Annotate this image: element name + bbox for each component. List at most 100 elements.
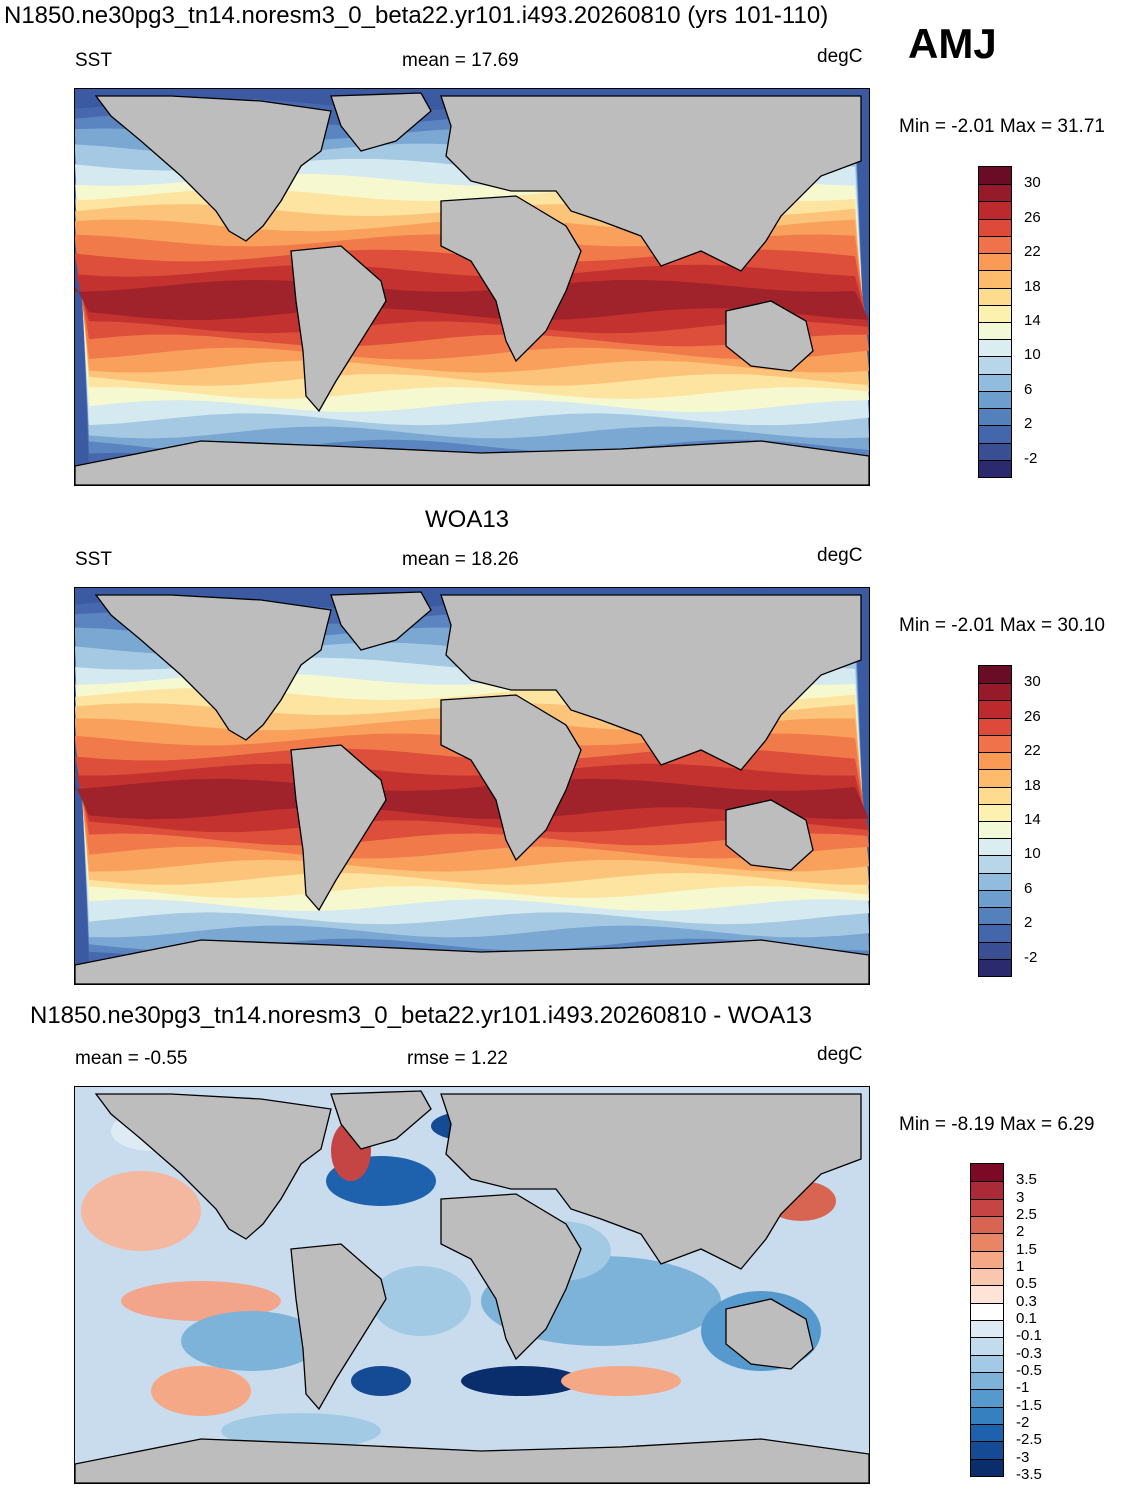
- difference-field: [151, 1366, 251, 1416]
- colorbar-segment: [979, 235, 1011, 254]
- colorbar-segment: [979, 408, 1011, 426]
- colorbar-segment: [979, 752, 1011, 770]
- colorbar-tick-label: 14: [1024, 811, 1041, 828]
- difference-field: [121, 1281, 281, 1321]
- colorbar-segment: [971, 1198, 1003, 1216]
- sst-band: [75, 279, 869, 321]
- colorbar-segment: [971, 1372, 1003, 1390]
- panel2-mean: mean = 18.26: [402, 549, 519, 570]
- colorbar-segment: [971, 1458, 1003, 1476]
- panel3-minmax: Min = -8.19 Max = 6.29: [899, 1114, 1095, 1135]
- colorbar-segment: [979, 855, 1011, 873]
- colorbar-segment: [979, 425, 1011, 443]
- colorbar-tick-label: 18: [1024, 776, 1041, 794]
- colorbar-tick-label: 10: [1024, 845, 1041, 863]
- colorbar-segment: [979, 666, 1011, 684]
- land-mass: [290, 744, 387, 912]
- land-mass: [440, 1093, 862, 1270]
- colorbar-tick-label: 26: [1024, 208, 1041, 226]
- land-mass: [725, 799, 814, 871]
- colorbar-segment: [971, 1320, 1003, 1338]
- colorbar-segment: [971, 1337, 1003, 1355]
- panel1-minmax: Min = -2.01 Max = 31.71: [899, 116, 1105, 137]
- colorbar-segment: [979, 167, 1011, 185]
- panel3-mean: mean = -0.55: [75, 1048, 188, 1069]
- difference-field: [351, 1366, 411, 1396]
- land-mass: [290, 245, 387, 413]
- land-mass: [290, 1243, 387, 1411]
- colorbar-tick-label: 1.5: [1016, 1240, 1037, 1258]
- colorbar-tick-label: 0.5: [1016, 1275, 1037, 1293]
- colorbar-tick-label: 3.5: [1016, 1171, 1037, 1189]
- panel1-units: degC: [817, 46, 863, 67]
- colorbar-tick-label: 10: [1024, 346, 1041, 364]
- colorbar-tick-label: -2: [1024, 449, 1038, 467]
- difference-field: [371, 1266, 471, 1336]
- colorbar-segment: [971, 1424, 1003, 1442]
- colorbar-segment: [979, 304, 1011, 322]
- colorbar-segment: [979, 958, 1011, 976]
- land-mass: [440, 594, 862, 771]
- colorbar-tick-label: -3: [1016, 1448, 1030, 1466]
- season-label: AMJ: [908, 20, 997, 67]
- colorbar-tick-label: 26: [1024, 707, 1041, 725]
- colorbar-segment: [971, 1164, 1003, 1182]
- difference-field: [561, 1366, 681, 1396]
- panel1-mean: mean = 17.69: [402, 50, 519, 71]
- panel3-map: [74, 1086, 870, 1484]
- colorbar-segment: [979, 218, 1011, 236]
- colorbar-tick-label: 6: [1024, 879, 1033, 897]
- colorbar-segment: [971, 1354, 1003, 1372]
- colorbar-segment: [971, 1216, 1003, 1234]
- colorbar-tick-label: -0.1: [1016, 1327, 1042, 1345]
- colorbar-tick-label: 18: [1024, 277, 1041, 295]
- colorbar-segment: [979, 786, 1011, 804]
- colorbar-tick-label: -2: [1016, 1414, 1030, 1431]
- colorbar-segment: [979, 700, 1011, 718]
- panel1-variable: SST: [75, 50, 112, 71]
- colorbar-segment: [979, 201, 1011, 219]
- colorbar-segment: [979, 339, 1011, 357]
- colorbar-segment: [979, 442, 1011, 460]
- land-mass: [330, 591, 432, 651]
- panel2-title: WOA13: [425, 506, 510, 533]
- colorbar-segment: [979, 803, 1011, 821]
- colorbar-tick-label: 14: [1024, 312, 1041, 329]
- colorbar-segment: [971, 1441, 1003, 1459]
- colorbar-tick-label: 30: [1024, 174, 1041, 192]
- colorbar-tick-label: 22: [1024, 243, 1041, 261]
- panel2-colorbar: [978, 665, 1012, 977]
- figure-title: N1850.ne30pg3_tn14.noresm3_0_beta22.yr10…: [4, 2, 829, 29]
- colorbar-tick-label: 2: [1024, 914, 1033, 932]
- colorbar-tick-label: 0.1: [1016, 1310, 1037, 1327]
- land-mass: [440, 195, 582, 363]
- colorbar-segment: [979, 373, 1011, 391]
- colorbar-segment: [979, 872, 1011, 890]
- colorbar-segment: [979, 270, 1011, 288]
- colorbar-segment: [979, 821, 1011, 839]
- panel3-title: N1850.ne30pg3_tn14.noresm3_0_beta22.yr10…: [30, 1002, 812, 1029]
- land-mass: [94, 1093, 332, 1240]
- colorbar-segment: [979, 287, 1011, 305]
- colorbar-segment: [971, 1302, 1003, 1320]
- colorbar-segment: [979, 717, 1011, 735]
- panel2-units: degC: [817, 545, 863, 566]
- colorbar-tick-label: 6: [1024, 380, 1033, 398]
- panel3-colorbar: [970, 1163, 1004, 1477]
- land-mass: [725, 1298, 814, 1370]
- difference-field: [461, 1366, 581, 1396]
- colorbar-tick-label: -0.3: [1016, 1344, 1042, 1362]
- colorbar-segment: [979, 941, 1011, 959]
- colorbar-segment: [971, 1285, 1003, 1303]
- land-mass: [330, 1090, 432, 1150]
- colorbar-segment: [979, 459, 1011, 477]
- land-mass: [440, 95, 862, 272]
- colorbar-segment: [971, 1406, 1003, 1424]
- colorbar-segment: [971, 1389, 1003, 1407]
- difference-field: [181, 1311, 321, 1371]
- colorbar-tick-label: 2: [1024, 415, 1033, 433]
- colorbar-segment: [979, 907, 1011, 925]
- panel3-rmse: rmse = 1.22: [407, 1048, 508, 1069]
- land-mass: [75, 939, 869, 984]
- colorbar-segment: [979, 889, 1011, 908]
